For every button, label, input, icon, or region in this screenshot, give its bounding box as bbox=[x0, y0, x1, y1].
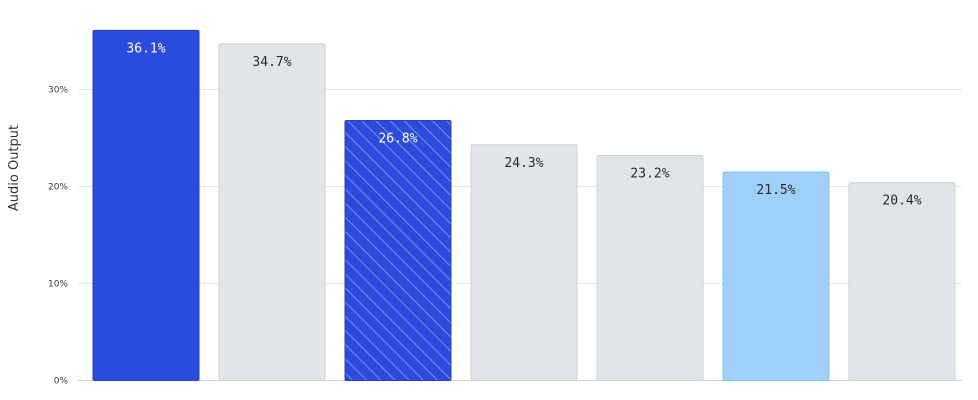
value-label: 24.3% bbox=[504, 156, 543, 171]
y-axis-ticks: 0% 10% 20% 30% bbox=[48, 86, 68, 387]
bar bbox=[722, 171, 830, 381]
y-tick-label: 10% bbox=[48, 280, 68, 290]
value-label: 26.8% bbox=[378, 132, 417, 147]
value-label: 34.7% bbox=[252, 55, 291, 70]
bar bbox=[218, 43, 326, 381]
bar bbox=[596, 154, 704, 381]
bar bbox=[848, 182, 956, 381]
y-tick-label: 20% bbox=[48, 183, 68, 193]
value-label: 21.5% bbox=[756, 183, 795, 198]
bar bbox=[92, 29, 200, 382]
bar bbox=[344, 120, 452, 381]
bars bbox=[92, 29, 956, 382]
value-label: 23.2% bbox=[630, 166, 669, 181]
value-label: 36.1% bbox=[126, 41, 165, 56]
y-tick-label: 0% bbox=[54, 377, 69, 387]
bar bbox=[470, 144, 578, 381]
y-tick-label: 30% bbox=[48, 86, 68, 96]
y-axis-label: Audio Output bbox=[7, 125, 22, 211]
value-label: 20.4% bbox=[882, 194, 921, 209]
value-labels: 36.1% 34.7% 26.8% 24.3% 23.2% 21.5% 20.4% bbox=[126, 41, 921, 208]
